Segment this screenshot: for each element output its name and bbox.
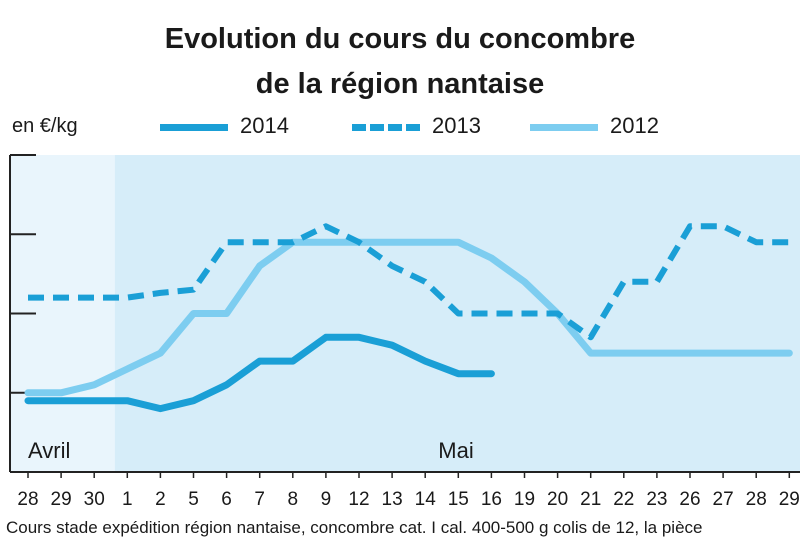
month-label-1: Mai: [438, 438, 473, 463]
x-tick-label-7: 7: [254, 489, 265, 510]
x-tick-label-15: 19: [514, 489, 535, 510]
x-tick-label-11: 13: [382, 489, 403, 510]
chart-plot: 28 29 30 1 2 5 6 7 8 9 12 13 14 15 16 19 20 21 22 23 26 27 28 2…: [9, 154, 800, 510]
series-line-2014: [24, 333, 495, 413]
legend-swatch-2012: [530, 124, 598, 131]
legend-swatch-2014: [160, 124, 228, 131]
x-tick-label-12: 14: [415, 489, 437, 510]
x-tick-label-18: 22: [613, 489, 634, 510]
legend-label-2012: 2012: [610, 113, 659, 138]
x-tick-label-0: 28: [17, 489, 38, 510]
series-layer: [24, 223, 793, 413]
x-tick-label-10: 12: [348, 489, 369, 510]
x-tick-label-3: 1: [122, 489, 133, 510]
x-tick-label-19: 23: [646, 489, 667, 510]
legend-swatch-2013: [352, 124, 420, 131]
series-line-2013: [28, 223, 790, 341]
series-line-2012: [24, 238, 793, 397]
y-axis-label: en €/kg: [12, 115, 78, 137]
month-labels: Avril Mai: [28, 438, 474, 463]
x-tick-label-21: 27: [713, 489, 734, 510]
footnote: Cours stade expédition région nantaise, …: [6, 518, 703, 537]
x-tick-label-14: 16: [481, 489, 502, 510]
x-tick-label-9: 9: [321, 489, 332, 510]
x-tick-label-20: 26: [679, 489, 700, 510]
x-tick-label-16: 20: [547, 489, 568, 510]
legend-label-2013: 2013: [432, 113, 481, 138]
x-tick-label-4: 2: [155, 489, 166, 510]
legend-label-2014: 2014: [240, 113, 289, 138]
x-tick-label-13: 15: [448, 489, 469, 510]
x-tick-label-5: 5: [188, 489, 199, 510]
x-tick-label-23: 29: [779, 489, 800, 510]
x-axis: 28 29 30 1 2 5 6 7 8 9 12 13 14 15 16 19 20 21 22 23 26 27 28 2…: [10, 471, 800, 510]
x-tick-label-6: 6: [221, 489, 232, 510]
x-tick-label-1: 29: [51, 489, 72, 510]
x-tick-label-17: 21: [580, 489, 601, 510]
month-label-0: Avril: [28, 438, 70, 463]
x-tick-label-8: 8: [288, 489, 299, 510]
x-tick-label-22: 28: [746, 489, 767, 510]
chart-subtitle: de la région nantaise: [255, 68, 545, 100]
x-tick-label-2: 30: [84, 489, 105, 510]
y-axis: [9, 154, 36, 472]
chart-title: Evolution du cours du concombre: [164, 23, 636, 55]
